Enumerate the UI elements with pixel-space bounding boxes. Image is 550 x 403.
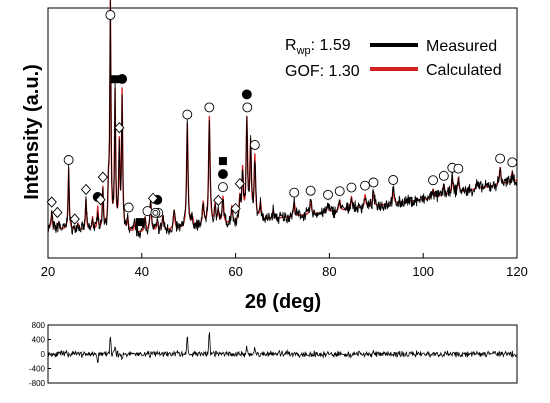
marker-open-diamond <box>213 194 224 207</box>
marker-open-diamond <box>52 206 63 219</box>
marker-open-diamond <box>69 213 80 225</box>
legend: Measured Calculated <box>370 38 502 79</box>
marker-open-circle <box>63 155 74 165</box>
marker-filled-circle <box>217 169 228 180</box>
marker-open-circle <box>249 139 260 150</box>
legend-label-calculated: Calculated <box>426 62 502 79</box>
rwp-value: : 1.59 <box>311 37 351 54</box>
rwp-subscript: wp <box>296 45 311 57</box>
marker-filled-square <box>111 75 120 84</box>
phase-markers <box>46 10 518 227</box>
main-plot-frame <box>47 7 518 259</box>
marker-filled-circle <box>241 89 252 100</box>
x-tick-label: 80 <box>322 264 336 279</box>
marker-filled-square <box>218 157 227 166</box>
marker-open-circle <box>204 102 215 113</box>
residual-y-tick-label: 0 <box>41 350 46 359</box>
marker-open-circle <box>334 186 345 197</box>
y-axis-label: Intensity (a.u.) <box>21 64 43 200</box>
marker-open-circle <box>289 187 300 198</box>
x-tick-label: 100 <box>412 264 434 279</box>
marker-open-circle <box>323 189 333 200</box>
marker-open-diamond <box>80 183 92 196</box>
marker-open-circle <box>305 185 316 196</box>
x-axis-ticks: 20 40 60 80 100 120 <box>41 253 528 279</box>
marker-open-diamond <box>234 178 245 190</box>
marker-open-diamond <box>95 194 106 206</box>
marker-open-circle <box>346 182 357 193</box>
gof-annotation: GOF: 1.30 <box>285 63 360 80</box>
marker-open-circle <box>428 175 438 186</box>
residual-y-tick-label: 400 <box>32 336 46 345</box>
residual-plot-panel: 800 400 0 -400 -800 <box>29 321 518 388</box>
residual-difference-line <box>47 332 518 363</box>
residual-y-tick-label: -400 <box>29 365 46 374</box>
refinement-annotations: Rwp: 1.59 GOF: 1.30 <box>285 37 360 80</box>
marker-open-circle <box>388 175 399 185</box>
marker-open-diamond <box>114 122 125 134</box>
marker-open-circle <box>495 153 506 164</box>
marker-open-diamond <box>97 171 108 183</box>
x-tick-label: 120 <box>506 264 528 279</box>
x-tick-label: 20 <box>41 264 55 279</box>
rwp-annotation: Rwp: 1.59 <box>285 37 351 57</box>
rwp-label: R <box>285 37 297 54</box>
marker-open-circle <box>360 180 370 191</box>
marker-open-circle <box>217 182 228 193</box>
x-tick-label: 60 <box>228 264 242 279</box>
marker-open-circle <box>105 10 116 20</box>
marker-open-circle <box>123 202 134 213</box>
marker-open-diamond <box>46 196 57 208</box>
marker-open-circle <box>368 177 379 188</box>
marker-open-circle <box>507 157 518 168</box>
marker-open-circle <box>242 102 253 113</box>
marker-filled-square <box>135 218 144 227</box>
x-axis-label: 2θ (deg) <box>245 291 321 313</box>
legend-label-measured: Measured <box>426 38 497 55</box>
measured-pattern-line <box>47 0 518 239</box>
residual-y-tick-label: 800 <box>32 321 46 330</box>
residual-y-axis-ticks: 800 400 0 -400 -800 <box>29 321 51 388</box>
main-plot-panel: 20 40 60 80 100 120 Intensity (a.u.) 2θ (deg)… <box>21 0 528 313</box>
marker-open-diamond <box>147 192 159 204</box>
marker-open-diamond <box>230 202 241 215</box>
residual-y-tick-label: -800 <box>29 379 46 388</box>
x-tick-label: 40 <box>135 264 149 279</box>
marker-open-circle <box>182 109 193 120</box>
marker-double-circle <box>150 207 161 218</box>
marker-open-circle <box>438 170 449 181</box>
marker-open-circle <box>142 206 153 217</box>
marker-open-circle <box>453 163 464 174</box>
